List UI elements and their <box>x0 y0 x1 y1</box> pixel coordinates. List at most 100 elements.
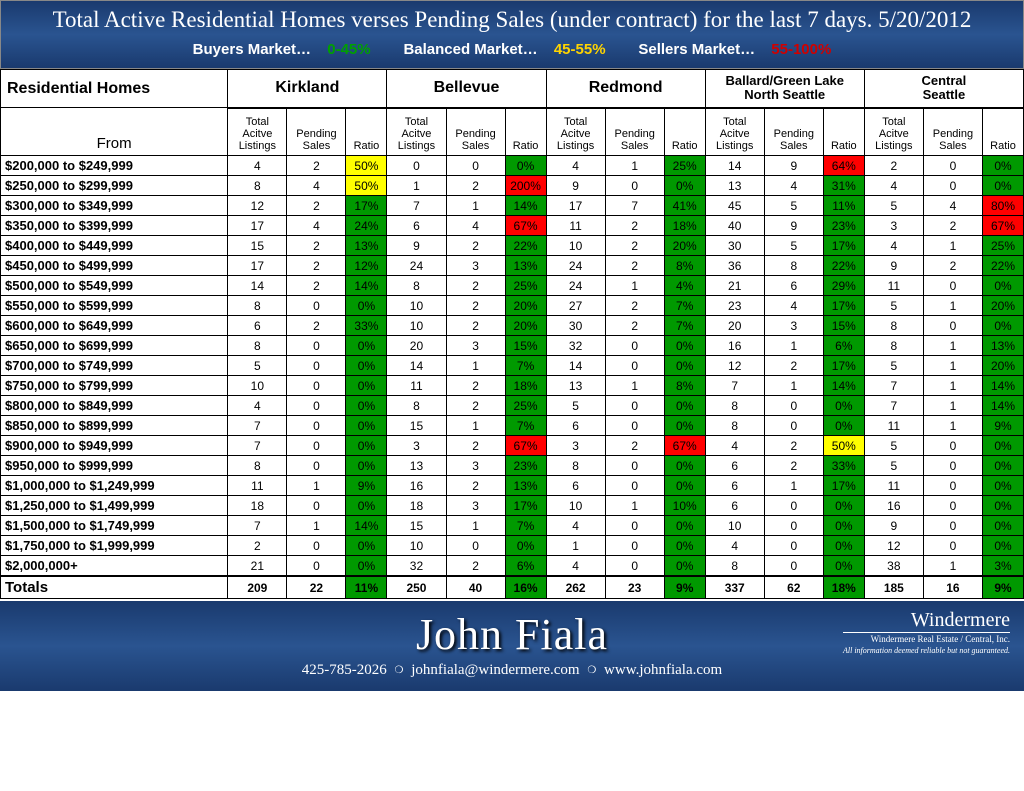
pending-cell: 4 <box>923 196 982 216</box>
listings-cell: 10 <box>546 496 605 516</box>
ratio-total: 9% <box>982 576 1023 599</box>
listings-cell: 5 <box>546 396 605 416</box>
pending-cell: 1 <box>923 556 982 577</box>
listings-cell: 14 <box>228 276 287 296</box>
table-row: $550,000 to $599,999800%10220%2727%23417… <box>1 296 1024 316</box>
listings-cell: 24 <box>387 256 446 276</box>
pending-cell: 0 <box>287 376 346 396</box>
listings-cell: 5 <box>864 296 923 316</box>
listings-cell: 5 <box>228 356 287 376</box>
listings-total: 250 <box>387 576 446 599</box>
col-listings: TotalAcitveListings <box>387 108 446 156</box>
col-ratio: Ratio <box>823 108 864 156</box>
table-row: $500,000 to $549,99914214%8225%2414%2162… <box>1 276 1024 296</box>
table-row: $1,000,000 to $1,249,9991119%16213%600%6… <box>1 476 1024 496</box>
pending-cell: 0 <box>287 296 346 316</box>
pending-cell: 0 <box>764 536 823 556</box>
ratio-cell: 50% <box>823 436 864 456</box>
pending-cell: 4 <box>446 216 505 236</box>
pending-total: 16 <box>923 576 982 599</box>
listings-cell: 3 <box>546 436 605 456</box>
ratio-cell: 20% <box>505 296 546 316</box>
pending-cell: 0 <box>923 156 982 176</box>
col-ratio: Ratio <box>664 108 705 156</box>
listings-cell: 38 <box>864 556 923 577</box>
listings-cell: 1 <box>546 536 605 556</box>
table-row: $1,250,000 to $1,499,9991800%18317%10110… <box>1 496 1024 516</box>
pending-cell: 0 <box>605 176 664 196</box>
listings-cell: 10 <box>387 296 446 316</box>
price-range-label: $800,000 to $849,999 <box>1 396 228 416</box>
pending-cell: 0 <box>605 416 664 436</box>
pending-cell: 2 <box>446 276 505 296</box>
ratio-cell: 0% <box>664 416 705 436</box>
listings-cell: 4 <box>546 156 605 176</box>
pending-cell: 0 <box>605 336 664 356</box>
col-listings: TotalAcitveListings <box>705 108 764 156</box>
table-row: $900,000 to $949,999700%3267%3267%4250%5… <box>1 436 1024 456</box>
region-header: Kirkland <box>228 70 387 108</box>
pending-total: 40 <box>446 576 505 599</box>
price-range-label: $1,250,000 to $1,499,999 <box>1 496 228 516</box>
listings-cell: 8 <box>705 396 764 416</box>
pending-cell: 6 <box>764 276 823 296</box>
table-row: $400,000 to $449,99915213%9222%10220%305… <box>1 236 1024 256</box>
pending-cell: 1 <box>446 416 505 436</box>
pending-cell: 0 <box>764 396 823 416</box>
listings-cell: 4 <box>228 396 287 416</box>
listings-cell: 8 <box>705 556 764 577</box>
price-range-label: $950,000 to $999,999 <box>1 456 228 476</box>
listings-cell: 11 <box>546 216 605 236</box>
price-range-label: $250,000 to $299,999 <box>1 176 228 196</box>
col-pending: PendingSales <box>446 108 505 156</box>
table-row: $1,750,000 to $1,999,999200%1000%100%400… <box>1 536 1024 556</box>
pending-cell: 0 <box>923 536 982 556</box>
listings-cell: 18 <box>228 496 287 516</box>
region-header: Redmond <box>546 70 705 108</box>
pending-cell: 1 <box>287 516 346 536</box>
region-header: CentralSeattle <box>864 70 1023 108</box>
balanced-label: Balanced Market… <box>403 41 537 58</box>
ratio-cell: 25% <box>982 236 1023 256</box>
table-row: $250,000 to $299,9998450%12200%900%13431… <box>1 176 1024 196</box>
listings-cell: 6 <box>387 216 446 236</box>
ratio-cell: 0% <box>346 536 387 556</box>
pending-cell: 5 <box>764 196 823 216</box>
pending-cell: 1 <box>605 276 664 296</box>
listings-cell: 15 <box>387 516 446 536</box>
ratio-cell: 14% <box>823 376 864 396</box>
listings-cell: 15 <box>387 416 446 436</box>
listings-cell: 5 <box>864 196 923 216</box>
pending-cell: 2 <box>446 316 505 336</box>
pending-cell: 0 <box>287 416 346 436</box>
listings-cell: 8 <box>864 336 923 356</box>
totals-row: Totals2092211%2504016%262239%3376218%185… <box>1 576 1024 599</box>
pending-cell: 0 <box>287 536 346 556</box>
price-range-label: $700,000 to $749,999 <box>1 356 228 376</box>
pending-cell: 5 <box>764 236 823 256</box>
ratio-cell: 7% <box>505 416 546 436</box>
listings-cell: 6 <box>705 456 764 476</box>
price-range-label: $350,000 to $399,999 <box>1 216 228 236</box>
pending-cell: 1 <box>605 376 664 396</box>
pending-cell: 0 <box>764 516 823 536</box>
listings-cell: 13 <box>387 456 446 476</box>
pending-cell: 3 <box>446 496 505 516</box>
ratio-cell: 17% <box>823 236 864 256</box>
pending-cell: 0 <box>764 496 823 516</box>
listings-cell: 17 <box>228 216 287 236</box>
listings-cell: 7 <box>228 436 287 456</box>
ratio-cell: 25% <box>664 156 705 176</box>
pending-cell: 2 <box>446 556 505 577</box>
listings-cell: 8 <box>864 316 923 336</box>
listings-cell: 11 <box>864 276 923 296</box>
ratio-cell: 25% <box>505 276 546 296</box>
ratio-total: 9% <box>664 576 705 599</box>
table-row: $300,000 to $349,99912217%7114%17741%455… <box>1 196 1024 216</box>
ratio-cell: 17% <box>346 196 387 216</box>
ratio-cell: 0% <box>346 336 387 356</box>
pending-total: 23 <box>605 576 664 599</box>
ratio-cell: 18% <box>505 376 546 396</box>
agent-web: www.johnfiala.com <box>604 662 722 678</box>
pending-cell: 2 <box>764 356 823 376</box>
